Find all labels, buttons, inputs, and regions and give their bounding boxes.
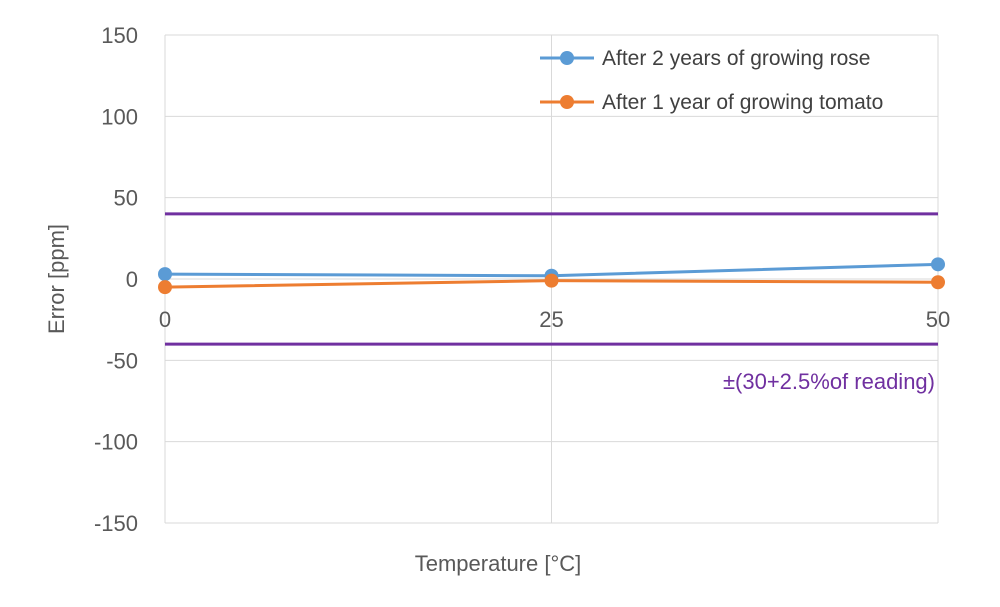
- y-tick-label: 150: [101, 23, 138, 48]
- y-tick-labels: 150 100 50 0 -50 -100 -150: [94, 23, 138, 536]
- x-tick-label: 50: [926, 307, 950, 332]
- grid: [164, 34, 939, 524]
- data-point: [158, 267, 172, 282]
- data-point: [931, 275, 945, 290]
- x-tick-label: 25: [539, 307, 563, 332]
- y-tick-label: -100: [94, 430, 138, 455]
- legend: After 2 years of growing rose After 1 yea…: [540, 47, 883, 114]
- y-tick-label: 0: [126, 267, 138, 292]
- legend-label: After 2 years of growing rose: [602, 47, 870, 70]
- x-tick-label: 0: [159, 307, 171, 332]
- y-tick-label: -50: [106, 348, 138, 373]
- y-axis-label: Error [ppm]: [44, 224, 69, 334]
- y-tick-label: 100: [101, 104, 138, 129]
- legend-marker: [560, 51, 574, 65]
- legend-marker: [560, 95, 574, 109]
- x-axis-label: Temperature [°C]: [415, 551, 582, 576]
- data-point: [931, 257, 945, 272]
- x-tick-labels: 0 25 50: [159, 307, 950, 332]
- y-tick-label: 50: [114, 186, 138, 211]
- series-group: [158, 257, 945, 295]
- data-point: [544, 273, 559, 288]
- y-tick-label: -150: [94, 511, 138, 536]
- legend-label: After 1 year of growing tomato: [602, 91, 883, 114]
- limit-lines: [165, 212, 938, 346]
- tolerance-annotation: ±(30+2.5%of reading): [723, 369, 935, 394]
- data-point: [158, 280, 172, 295]
